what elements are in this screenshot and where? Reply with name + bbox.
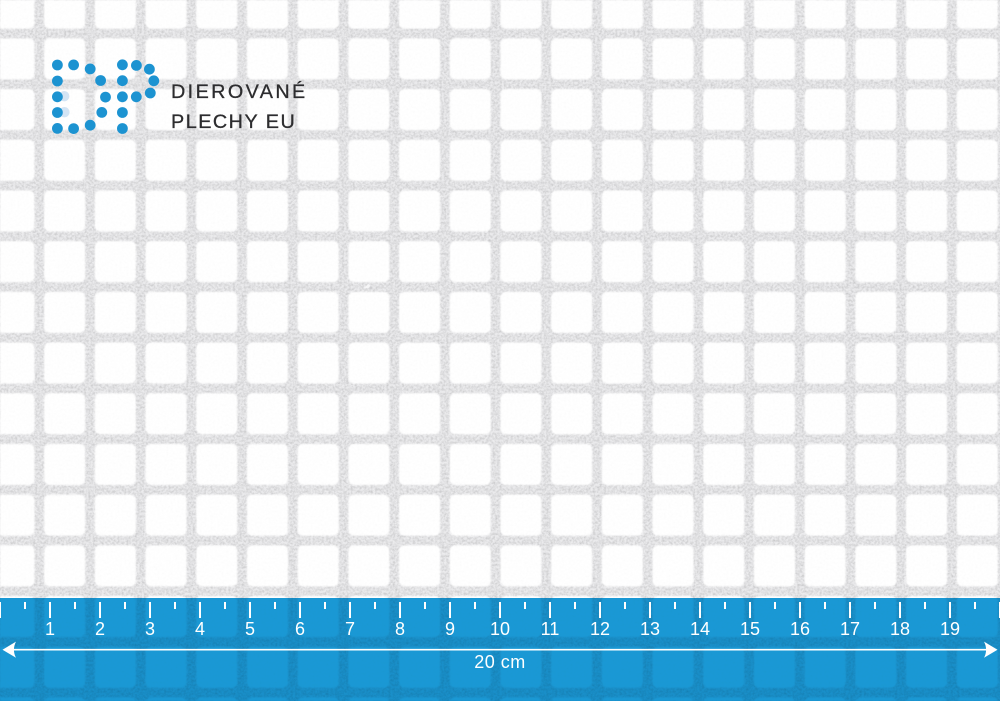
ruler-length-label: 20 cm <box>474 652 526 673</box>
ruler-number: 14 <box>689 619 711 640</box>
ruler-tick-cm <box>399 601 401 618</box>
ruler-number: 19 <box>939 619 961 640</box>
ruler-number: 16 <box>789 619 811 640</box>
ruler-number: 18 <box>889 619 911 640</box>
ruler-tick-half-cm <box>324 601 326 609</box>
ruler-tick-cm <box>349 601 351 618</box>
dp-logo-dots <box>52 59 160 134</box>
ruler-20cm: 1 2 3 4 5 6 7 8 9 10 11 12 13 14 15 16 17 18 19 20 cm <box>0 598 1000 701</box>
ruler-tick-cm <box>899 601 901 618</box>
ruler-tick-cm <box>99 601 101 618</box>
ruler-tick-half-cm <box>274 601 276 609</box>
ruler-tick-half-cm <box>124 601 126 609</box>
ruler-marks: 1 2 3 4 5 6 7 8 9 10 11 12 13 14 15 16 17 18 19 <box>0 598 1000 701</box>
ruler-tick-cm <box>849 601 851 618</box>
ruler-tick-half-cm <box>174 601 176 609</box>
ruler-number: 13 <box>639 619 661 640</box>
ruler-tick-cm <box>749 601 751 618</box>
ruler-tick-cm <box>549 601 551 618</box>
ruler-number: 10 <box>489 619 511 640</box>
ruler-tick-cm <box>449 601 451 618</box>
ruler-number: 6 <box>294 619 306 640</box>
ruler-tick-half-cm <box>224 601 226 609</box>
ruler-length-arrow <box>2 641 998 658</box>
brand-name-line2: PLECHY EU <box>171 111 297 134</box>
ruler-tick-half-cm <box>974 601 976 609</box>
ruler-tick-half-cm <box>774 601 776 609</box>
ruler-tick-half-cm <box>474 601 476 609</box>
sheet-speck <box>363 284 373 289</box>
ruler-tick-cm <box>599 601 601 618</box>
ruler-tick-half-cm <box>574 601 576 609</box>
ruler-tick-half-cm <box>24 601 26 609</box>
ruler-tick-half-cm <box>824 601 826 609</box>
ruler-tick-half-cm <box>74 601 76 609</box>
ruler-tick-cm <box>699 601 701 618</box>
arrowhead-right <box>984 641 998 658</box>
ruler-tick-cm <box>499 601 501 618</box>
ruler-tick-half-cm <box>674 601 676 609</box>
ruler-tick-half-cm <box>724 601 726 609</box>
ruler-tick-half-cm <box>424 601 426 609</box>
brand-name-line1: DIEROVANÉ <box>171 80 308 103</box>
ruler-tick-cm <box>199 601 201 618</box>
ruler-tick-half-cm <box>524 601 526 609</box>
ruler-number: 8 <box>394 619 406 640</box>
ruler-tick-half-cm <box>624 601 626 609</box>
ruler-tick-cm <box>0 601 1 618</box>
dp-dot-logo <box>52 59 160 134</box>
ruler-tick-cm <box>299 601 301 618</box>
ruler-tick-half-cm <box>874 601 876 609</box>
ruler-number: 4 <box>194 619 206 640</box>
ruler-number: 11 <box>540 619 560 640</box>
ruler-number: 17 <box>839 619 861 640</box>
ruler-tick-half-cm <box>374 601 376 609</box>
arrowhead-left <box>2 641 16 658</box>
ruler-number: 12 <box>589 619 611 640</box>
ruler-tick-half-cm <box>924 601 926 609</box>
ruler-number: 9 <box>444 619 456 640</box>
ruler-tick-cm <box>649 601 651 618</box>
ruler-tick-cm <box>949 601 951 618</box>
ruler-tick-cm <box>799 601 801 618</box>
ruler-number: 3 <box>144 619 156 640</box>
ruler-number: 15 <box>739 619 761 640</box>
ruler-number: 7 <box>344 619 356 640</box>
ruler-tick-cm <box>149 601 151 618</box>
ruler-number: 1 <box>44 619 56 640</box>
ruler-number: 5 <box>244 619 256 640</box>
ruler-tick-cm <box>49 601 51 618</box>
ruler-number: 2 <box>94 619 106 640</box>
ruler-tick-cm <box>249 601 251 618</box>
